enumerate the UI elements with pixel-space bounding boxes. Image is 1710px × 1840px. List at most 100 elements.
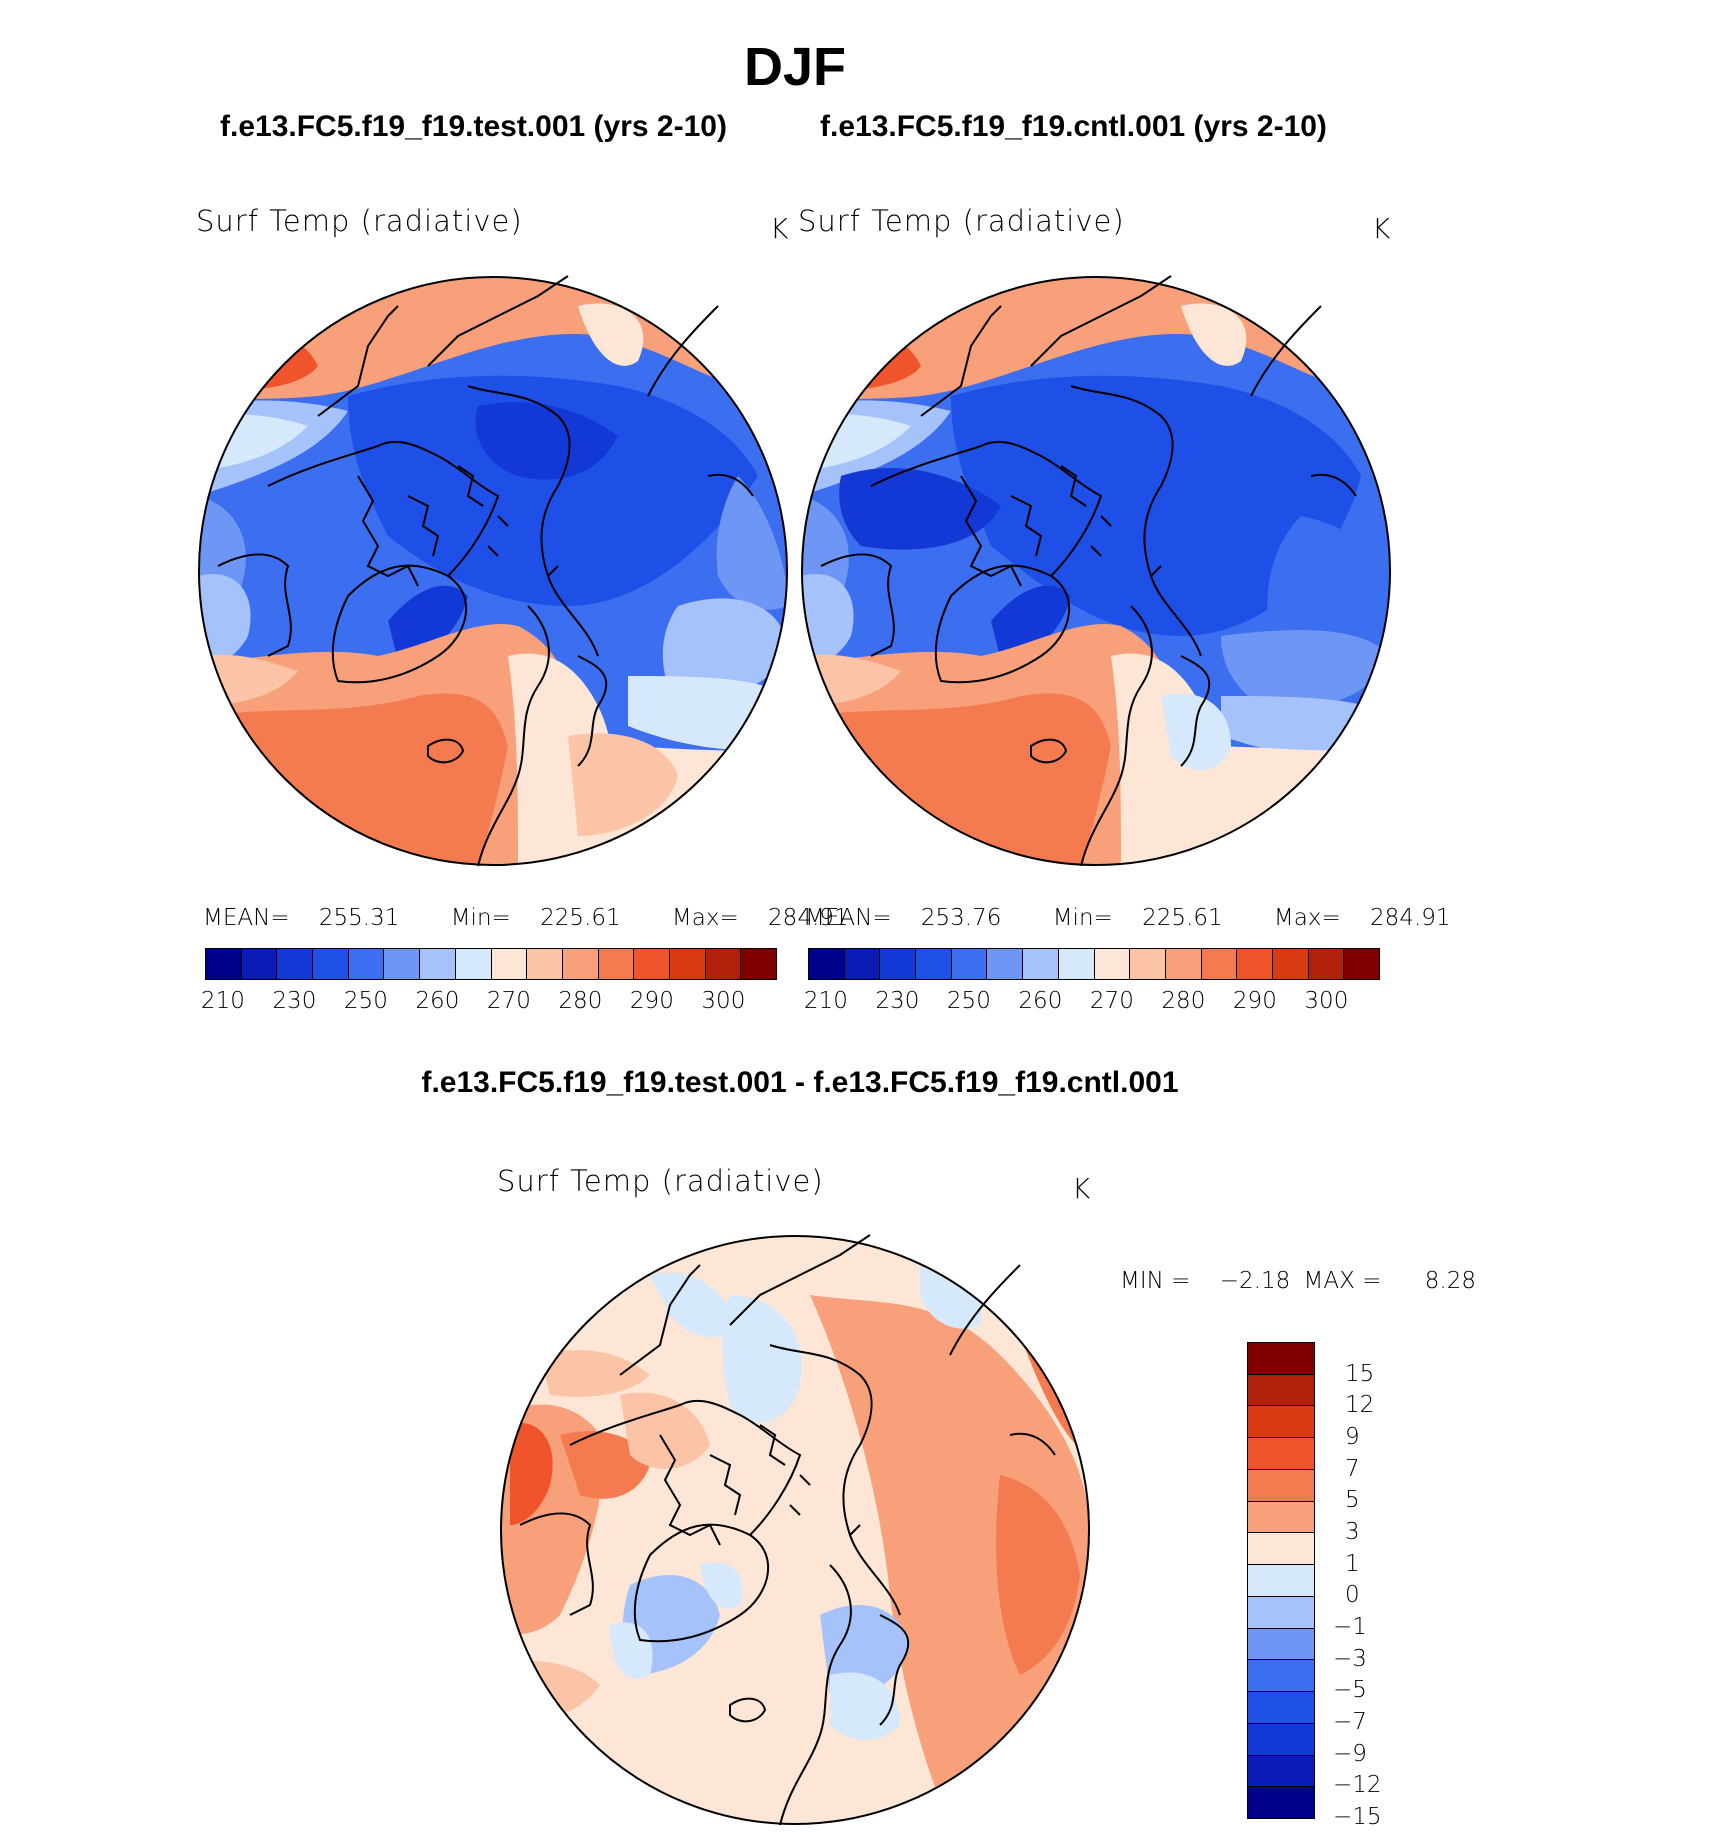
colorbar-swatch [526,949,562,979]
colorbar-swatch [668,949,705,979]
colorbar-swatch [597,949,634,979]
colorbar-tick-label: 210 [803,988,848,1014]
colorbar-swatch [347,949,384,979]
cntl-mean-label: MEAN= [805,905,892,931]
diff-units-label: K [1072,1172,1091,1205]
colorbar-swatch [1248,1532,1314,1565]
colorbar-swatch [1129,949,1165,979]
colorbar-swatch [1248,1691,1314,1723]
diff-max-label: MAX = [1303,1268,1382,1294]
colorbar-swatch [1057,949,1094,979]
colorbar-swatch [1248,1373,1314,1406]
colorbar-swatch [1248,1722,1314,1755]
colorbar-tick-label: 3 [1345,1519,1360,1545]
colorbar-swatch [1248,1564,1314,1596]
colorbar-tick-label: 0 [1345,1582,1360,1609]
colorbar-swatch [1248,1343,1314,1374]
diff-variable-label: Surf Temp (radiative) [497,1164,824,1198]
colorbar-swatch [276,949,313,979]
colorbar-swatch [1248,1405,1314,1438]
cntl-min-label: Min= [1052,905,1113,931]
colorbar-swatch [1236,949,1272,979]
colorbar-tick-label: 12 [1345,1392,1375,1419]
cntl-colorbar-swatches [808,948,1380,980]
test-min-label: Min= [450,905,511,931]
colorbar-swatch [383,949,420,979]
colorbar-swatch [1248,1627,1314,1660]
colorbar-tick-label: −5 [1333,1677,1367,1704]
colorbar-swatch [915,949,951,979]
colorbar-swatch [1248,1754,1314,1787]
colorbar-tick-label: 7 [1345,1455,1360,1482]
colorbar-tick-label: 250 [343,988,388,1014]
colorbar-tick-label: 15 [1345,1360,1375,1387]
cntl-run-title: f.e13.FC5.f19_f19.cntl.001 (yrs 2-10) [820,110,1327,143]
colorbar-swatch [1271,949,1308,979]
colorbar-swatch [1248,1500,1314,1533]
colorbar-tick-label: 290 [629,988,674,1014]
colorbar-swatch [1164,949,1201,979]
colorbar-tick-label: 5 [1345,1487,1360,1514]
test-max-value: 284.91 [768,905,849,931]
colorbar-tick-label: 260 [415,988,460,1014]
colorbar-swatch [809,949,844,979]
colorbar-swatch [419,949,455,979]
test-units-label: K [770,212,789,245]
colorbar-swatch [1093,949,1130,979]
colorbar-swatch [1248,1468,1314,1501]
test-mean-value: 255.31 [318,905,400,931]
colorbar-swatch [1343,949,1379,979]
test-stats: MEAN= 255.31 Min= 225.61 Max= 284.91 [203,905,893,931]
colorbar-swatch [704,949,741,979]
colorbar-swatch [490,949,527,979]
colorbar-tick-label: 230 [272,988,317,1014]
colorbar-swatch [879,949,916,979]
test-mean-label: MEAN= [203,905,290,931]
colorbar-tick-label: 1 [1345,1550,1360,1577]
cntl-variable-label: Surf Temp (radiative) [798,204,1125,238]
test-colorbar-swatches [205,948,777,980]
test-min-value: 225.61 [540,905,621,931]
diff-polar-map [500,1234,1090,1826]
colorbar-tick-label: 210 [200,988,245,1014]
test-colorbar: 210 230 250 260 270 280 290 300 [201,948,777,1018]
colorbar-tick-label: 280 [558,988,603,1014]
colorbar-tick-label: 270 [486,988,531,1014]
colorbar-tick-label: −7 [1333,1709,1367,1735]
colorbar-swatch [1022,949,1058,979]
test-polar-map [198,275,788,867]
diff-min-value: −2.18 [1219,1268,1291,1294]
cntl-max-value: 284.91 [1370,905,1451,931]
colorbar-tick-label: 260 [1018,988,1063,1014]
colorbar-swatch [206,949,241,979]
colorbar-tick-label: 270 [1089,988,1134,1014]
colorbar-swatch [1248,1659,1314,1692]
test-run-title: f.e13.FC5.f19_f19.test.001 (yrs 2-10) [220,110,727,143]
colorbar-swatch [1248,1595,1314,1628]
page-title: DJF [743,37,846,97]
colorbar-tick-label: −12 [1333,1772,1382,1799]
colorbar-swatch [843,949,880,979]
cntl-colorbar: 210 230 250 260 270 280 290 300 [804,948,1380,1018]
colorbar-tick-label: 9 [1345,1424,1360,1450]
colorbar-tick-label: −1 [1333,1614,1367,1640]
cntl-polar-map [801,275,1391,867]
colorbar-tick-label: 280 [1161,988,1206,1014]
diff-colorbar-ticks: 15 12 9 7 5 3 1 0 −1 −3 −5 −7 −9 −12 −15 [1333,1342,1453,1830]
colorbar-tick-label: 250 [946,988,991,1014]
colorbar-tick-label: −3 [1333,1645,1367,1672]
cntl-units-label: K [1372,212,1391,245]
colorbar-tick-label: −15 [1333,1804,1382,1830]
diff-min-label: MIN = [1120,1268,1191,1294]
cntl-mean-value: 253.76 [920,905,1002,931]
cntl-stats: MEAN= 253.76 Min= 225.61 Max= 284.91 [805,905,1495,931]
colorbar-tick-label: −9 [1333,1740,1367,1767]
diff-run-title: f.e13.FC5.f19_f19.test.001 - f.e13.FC5.f… [421,1066,1179,1099]
colorbar-swatch [1200,949,1237,979]
colorbar-swatch [1307,949,1344,979]
colorbar-swatch [950,949,987,979]
colorbar-tick-label: 230 [875,988,920,1014]
cntl-min-value: 225.61 [1142,905,1223,931]
colorbar-swatch [454,949,491,979]
colorbar-swatch [312,949,348,979]
